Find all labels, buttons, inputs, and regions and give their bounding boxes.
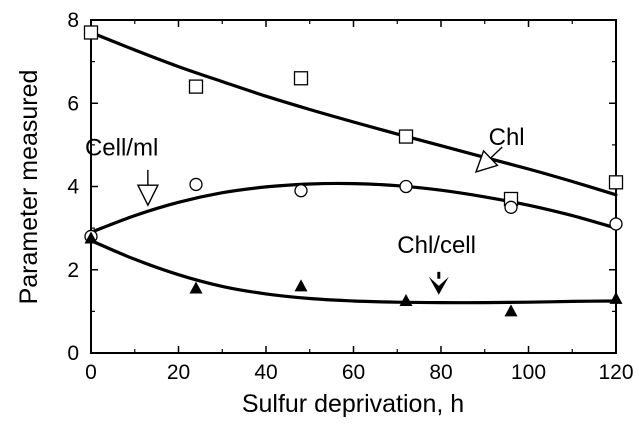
y-tick-label: 6 <box>67 92 79 115</box>
data-markers <box>83 25 624 317</box>
chl-cell-fit-line <box>89 239 618 305</box>
x-tick-label: 120 <box>598 361 633 384</box>
y-axis-title: Parameter measured <box>15 70 43 305</box>
x-tick-label: 60 <box>342 361 365 384</box>
y-tick-label: 2 <box>67 259 79 282</box>
chl-point <box>398 129 414 144</box>
chl-cell-point <box>189 281 203 294</box>
chl-point <box>293 71 309 86</box>
chl-point <box>608 175 624 190</box>
chl-arrow-head <box>474 149 499 173</box>
chl-cell-point <box>294 279 308 292</box>
x-tick-label: 80 <box>429 361 452 384</box>
y-tick-label: 0 <box>67 342 79 365</box>
y-tick-label: 8 <box>67 9 79 32</box>
cell-ml-annotation-label: Cell/ml <box>85 134 158 161</box>
axis-ticks <box>90 19 617 354</box>
cell-ml-point <box>504 200 518 214</box>
fit-curves <box>89 30 618 305</box>
cell-ml-arrow-head <box>136 184 160 207</box>
cell-ml-point <box>189 177 203 192</box>
chl-cell-point <box>504 304 518 317</box>
x-tick-label: 40 <box>254 361 277 384</box>
cell-ml-point <box>294 184 308 198</box>
chl-point <box>83 25 99 40</box>
chl-annotation-label: Chl <box>489 124 525 151</box>
chl-cell-point <box>84 231 98 244</box>
chl-arrow-shaft <box>490 146 503 159</box>
x-tick-label: 0 <box>85 361 97 384</box>
chl-cell-arrow-head <box>428 276 449 295</box>
chl-fit-line <box>89 30 618 197</box>
chl-point <box>188 79 204 94</box>
cell-ml-point <box>399 179 413 194</box>
cell-ml-point <box>609 217 623 231</box>
x-tick-label: 100 <box>511 361 546 384</box>
text-labels: 0 20 40 60 80 100 120 0 2 4 6 8 Chl Cell/ml Chl/cell <box>67 9 633 384</box>
x-axis-title: Sulfur deprivation, h <box>242 390 464 418</box>
chl-cell-annotation-label: Chl/cell <box>397 232 476 259</box>
x-tick-label: 20 <box>167 361 190 384</box>
cell-ml-fit-line <box>89 181 618 234</box>
y-tick-label: 4 <box>67 176 79 199</box>
chl-cell-point <box>399 293 413 306</box>
chl-cell-point <box>609 291 623 304</box>
annotation-arrows <box>136 146 503 295</box>
